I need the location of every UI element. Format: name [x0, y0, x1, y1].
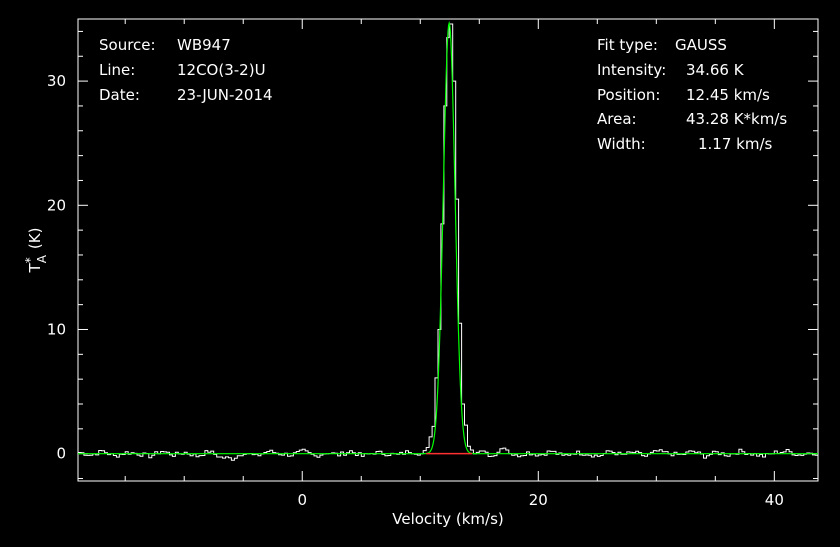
x-tick-label: 40 [765, 491, 784, 509]
y-axis-label-unit: (K) [26, 228, 44, 250]
source-info: Source: WB947 Line: 12CO(3-2)U Date: 23-… [99, 36, 273, 104]
position-value: 12.45 km/s [686, 86, 770, 104]
area-value: 43.28 K*km/s [686, 110, 787, 128]
gauss-fit-line [78, 20, 818, 455]
line-label: Line: [99, 61, 135, 79]
width-value: 1.17 km/s [698, 135, 773, 153]
fit-type-label: Fit type: [597, 36, 658, 54]
y-tick-label: 30 [47, 72, 66, 90]
width-label: Width: [597, 135, 646, 153]
source-label: Source: [99, 36, 156, 54]
intensity-value: 34.66 K [686, 61, 745, 79]
y-tick-label: 20 [47, 196, 66, 214]
y-axis-label-sub: A [35, 254, 49, 263]
source-value: WB947 [177, 36, 231, 54]
x-axis-label: Velocity (km/s) [392, 510, 503, 528]
y-axis-label-main: T [26, 262, 44, 273]
date-label: Date: [99, 86, 140, 104]
axis-ticks: 0 20 40 0 10 20 30 [47, 19, 818, 509]
x-tick-label: 20 [529, 491, 548, 509]
position-label: Position: [597, 86, 660, 104]
fit-type-value: GAUSS [675, 36, 727, 54]
svg-text:T*A(K): T*A (K) [23, 228, 49, 274]
intensity-label: Intensity: [597, 61, 666, 79]
fit-info: Fit type: GAUSS Intensity: 34.66 K Posit… [597, 36, 787, 153]
area-label: Area: [597, 110, 637, 128]
date-value: 23-JUN-2014 [177, 86, 273, 104]
plot-frame [77, 18, 819, 482]
y-axis-label-sup: * [23, 257, 37, 263]
y-axis-label: T*A (K) [23, 228, 49, 274]
line-value: 12CO(3-2)U [177, 61, 266, 79]
x-tick-label: 0 [297, 491, 307, 509]
y-tick-label: 0 [56, 445, 66, 463]
y-tick-label: 10 [47, 320, 66, 338]
